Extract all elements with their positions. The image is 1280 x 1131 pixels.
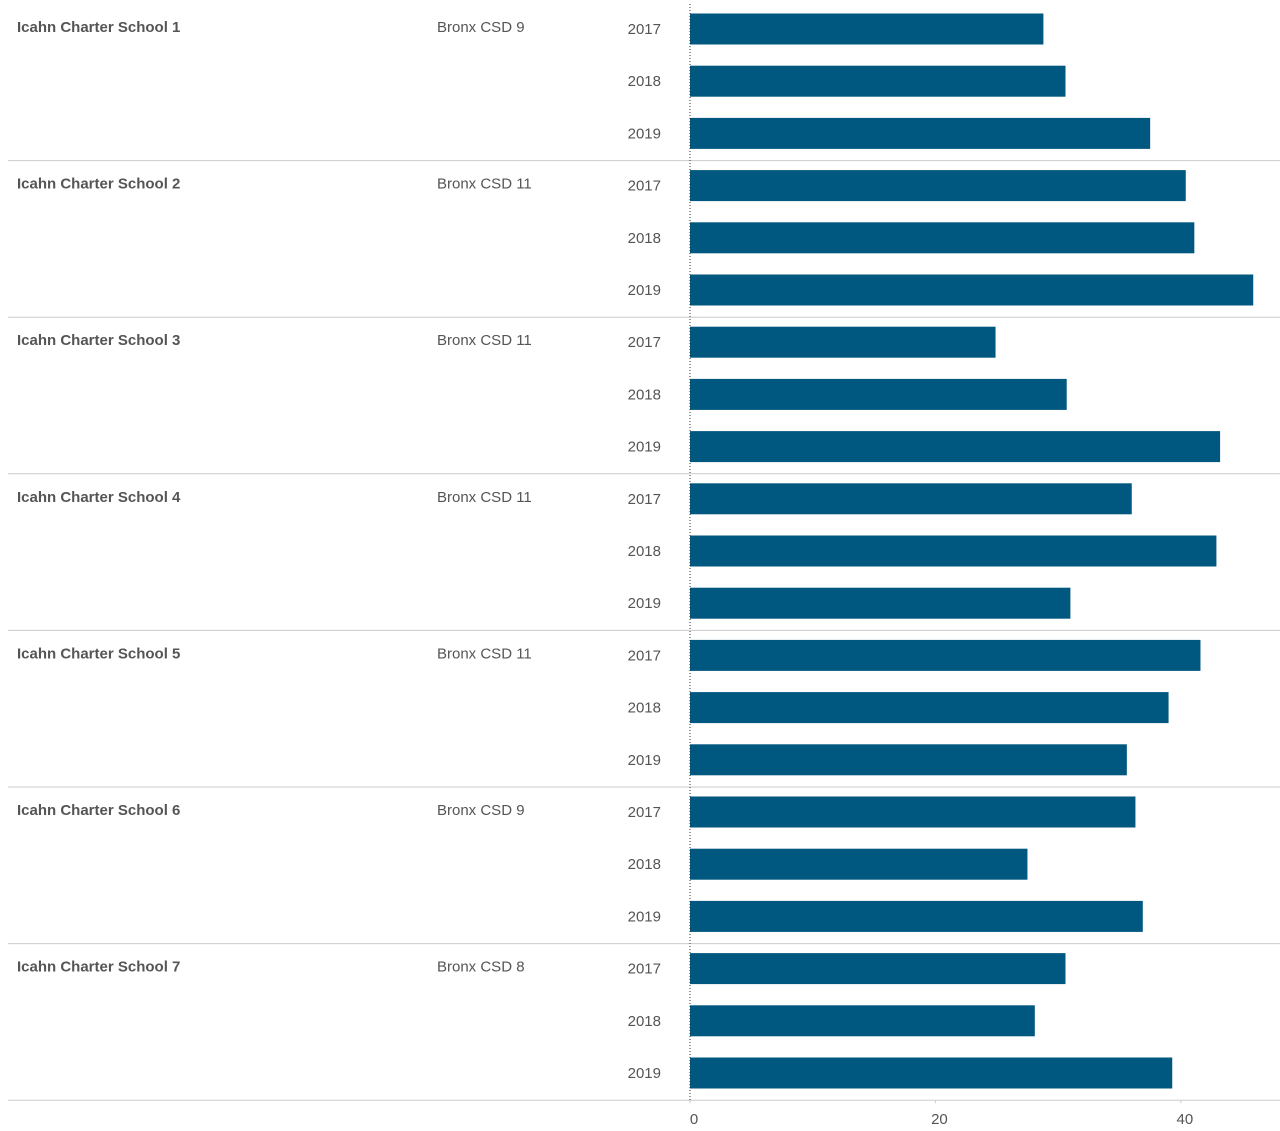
school-name: Icahn Charter School 3	[17, 332, 180, 349]
year-label: 2018	[628, 1013, 661, 1030]
year-label: 2017	[628, 804, 661, 821]
bar	[690, 900, 1143, 932]
year-label: 2018	[628, 700, 661, 717]
bar	[690, 431, 1221, 463]
school-name: Icahn Charter School 6	[17, 802, 180, 819]
year-label: 2019	[628, 908, 661, 925]
year-label: 2017	[628, 21, 661, 38]
bar	[690, 639, 1201, 671]
district: Bronx CSD 11	[437, 489, 532, 506]
year-label: 2017	[628, 334, 661, 351]
x-tick-label: 20	[931, 1111, 948, 1128]
year-label: 2019	[628, 595, 661, 612]
district: Bronx CSD 9	[437, 19, 525, 36]
bar	[690, 326, 996, 358]
district: Bronx CSD 9	[437, 802, 525, 819]
x-tick-label: 0	[690, 1111, 698, 1128]
bar	[690, 744, 1127, 776]
school-name: Icahn Charter School 2	[17, 176, 180, 193]
year-label: 2019	[628, 439, 661, 456]
bar	[690, 587, 1071, 619]
bar	[690, 65, 1066, 97]
bar	[690, 796, 1136, 828]
year-label: 2018	[628, 543, 661, 560]
year-label: 2019	[628, 752, 661, 769]
bar	[690, 692, 1169, 724]
bar	[690, 848, 1028, 880]
bar	[690, 170, 1186, 202]
year-label: 2019	[628, 125, 661, 142]
year-label: 2017	[628, 178, 661, 195]
school-name: Icahn Charter School 1	[17, 19, 180, 36]
bar	[690, 953, 1066, 985]
bar	[690, 13, 1044, 45]
year-label: 2019	[628, 282, 661, 299]
year-label: 2018	[628, 73, 661, 90]
year-label: 2018	[628, 230, 661, 247]
bar	[690, 378, 1067, 410]
x-tick-label: 40	[1176, 1111, 1193, 1128]
bar	[690, 1057, 1173, 1089]
bar	[690, 535, 1217, 567]
year-label: 2017	[628, 491, 661, 508]
year-label: 2018	[628, 856, 661, 873]
bar	[690, 274, 1254, 306]
year-label: 2017	[628, 961, 661, 978]
district: Bronx CSD 11	[437, 645, 532, 662]
school-name: Icahn Charter School 7	[17, 959, 180, 976]
bar	[690, 1005, 1035, 1037]
school-name: Icahn Charter School 5	[17, 645, 180, 662]
district: Bronx CSD 8	[437, 959, 525, 976]
school-name: Icahn Charter School 4	[17, 489, 181, 506]
district: Bronx CSD 11	[437, 176, 532, 193]
year-label: 2019	[628, 1065, 661, 1082]
bar	[690, 117, 1151, 149]
bar	[690, 222, 1195, 254]
year-label: 2017	[628, 647, 661, 664]
bar	[690, 483, 1132, 515]
district: Bronx CSD 11	[437, 332, 532, 349]
year-label: 2018	[628, 386, 661, 403]
